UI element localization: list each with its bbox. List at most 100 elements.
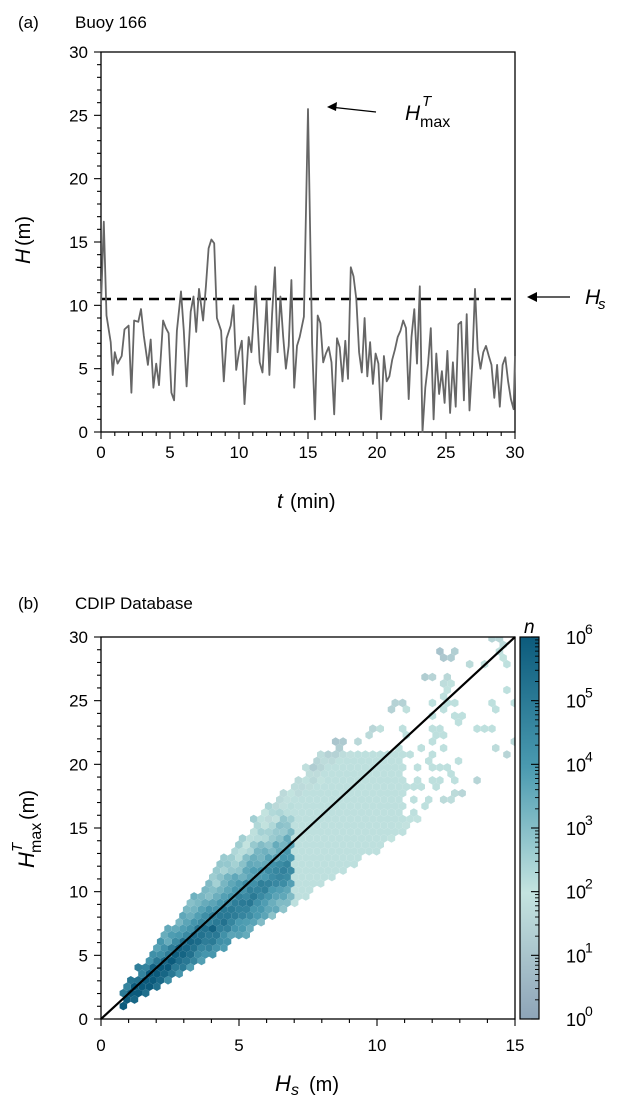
hexbin-cell	[290, 859, 299, 869]
hexbin-cell	[283, 821, 291, 830]
hexbin-cell	[164, 976, 172, 985]
hexbin-cell	[357, 756, 366, 766]
hexbin-cell	[309, 788, 317, 798]
hexbin-cell	[250, 827, 258, 837]
hexbin-cell	[354, 737, 362, 746]
hexbin-cell	[317, 840, 325, 850]
hexbin-cell	[376, 814, 384, 824]
hexbin-cell	[264, 853, 273, 862]
hexbin-cell	[309, 853, 317, 862]
panel-b-y-tick-label: 20	[69, 755, 88, 774]
hexbin-cell	[320, 756, 329, 766]
hexbin-cell	[261, 834, 269, 843]
hexbin-cell	[276, 859, 284, 869]
hexbin-cell	[317, 853, 325, 862]
hexbin-cell	[357, 808, 366, 817]
panel-b-ylabel-sup: T	[9, 841, 26, 852]
hexbin-cell	[238, 847, 247, 856]
hexbin-cell	[264, 827, 273, 837]
hexbin-cell	[272, 905, 280, 914]
hexbin-cell	[179, 950, 187, 959]
hexbin-cell	[190, 917, 198, 927]
hexbin-cell	[331, 737, 340, 746]
panel-a-x-tick-label: 30	[506, 443, 525, 462]
hexbin-cell	[305, 808, 314, 817]
hexbin-cell	[238, 859, 247, 869]
panel-a-y-tick-label: 30	[69, 43, 88, 62]
hexbin-cell	[197, 943, 206, 953]
hexbin-cell	[283, 885, 291, 895]
hexbin-cell	[268, 885, 276, 895]
hexbin-cell	[294, 840, 303, 850]
colorbar-tick-label: 10	[566, 883, 586, 903]
hexbin-cell	[287, 827, 295, 837]
panel-a-ylabel: H (m)	[12, 216, 35, 264]
hexbin-cell	[294, 788, 303, 798]
hexbin-cell	[168, 969, 176, 979]
hexbin-cell	[395, 821, 403, 830]
panel-a-x-tick-label: 20	[368, 443, 387, 462]
hexbin-cell	[387, 705, 396, 714]
hexbin-cell	[369, 776, 377, 785]
hexbin-cell	[384, 827, 392, 837]
hexbin-cell	[331, 827, 340, 837]
hexbin-cell	[361, 827, 370, 837]
hexbin-cell	[350, 795, 358, 804]
hexbin-cell	[194, 911, 202, 921]
colorbar-tick-label: 10	[566, 946, 586, 966]
hexbin-cell	[190, 892, 198, 901]
hexbin-cell	[257, 917, 265, 927]
hexbin-cell	[443, 685, 451, 695]
hexbin-cell	[443, 763, 451, 772]
hexbin-cell	[365, 769, 373, 779]
hexbin-cell	[268, 872, 276, 882]
hexbin-cell	[339, 763, 347, 772]
hexbin-cell	[223, 924, 232, 933]
hexbin-cell	[290, 898, 299, 908]
hexbin-cell	[313, 795, 321, 804]
hexbin-cell	[465, 659, 474, 669]
hexbin-cell	[302, 866, 310, 875]
hexbin-cell	[343, 834, 351, 843]
hexbin-cell	[194, 937, 202, 946]
hexbin-cell	[328, 782, 336, 792]
hexbin-cell	[287, 814, 295, 824]
hexbin-cell	[242, 905, 250, 914]
panel-b-y-tick-label: 5	[79, 946, 88, 965]
hexbin-cell	[425, 795, 433, 804]
hexbin-cell	[335, 756, 344, 766]
hexbin-cell	[428, 776, 437, 785]
hexbin-cell	[361, 788, 370, 798]
hexbin-cell	[127, 976, 135, 985]
hexbin-cell	[406, 814, 414, 824]
hexbin-cell	[142, 963, 150, 972]
hexbin-cell	[223, 885, 232, 895]
hexbin-cell	[335, 834, 344, 843]
hexbin-cell	[313, 847, 321, 856]
hexbin-cell	[287, 801, 295, 811]
hexbin-cell	[395, 756, 403, 766]
hexbin-cell	[276, 834, 284, 843]
hexbin-cell	[458, 788, 466, 798]
hexbin-cell	[398, 750, 407, 759]
hexbin-cell	[223, 859, 232, 869]
hexbin-cell	[380, 782, 388, 792]
hexbin-cell	[406, 750, 414, 759]
hexbin-cell	[439, 679, 448, 688]
hexbin-cell	[238, 834, 247, 843]
hexbin-cell	[283, 898, 291, 908]
hexbin-cell	[309, 866, 317, 875]
hexbin-cell	[305, 885, 314, 895]
panel-a-xlabel-unit: (min)	[290, 491, 336, 513]
hexbin-cell	[220, 866, 228, 875]
hexbin-cell	[235, 905, 243, 914]
hexbin-cell	[313, 756, 321, 766]
hexbin-cell	[156, 976, 165, 985]
hexbin-cell	[492, 743, 500, 753]
panel-a-y-tick-label: 10	[69, 296, 88, 315]
hexbin-cell	[398, 827, 407, 837]
hexbin-cell	[436, 776, 444, 785]
hexbin-cell	[480, 724, 489, 733]
panel-b-x-tick-label: 5	[234, 1036, 243, 1055]
